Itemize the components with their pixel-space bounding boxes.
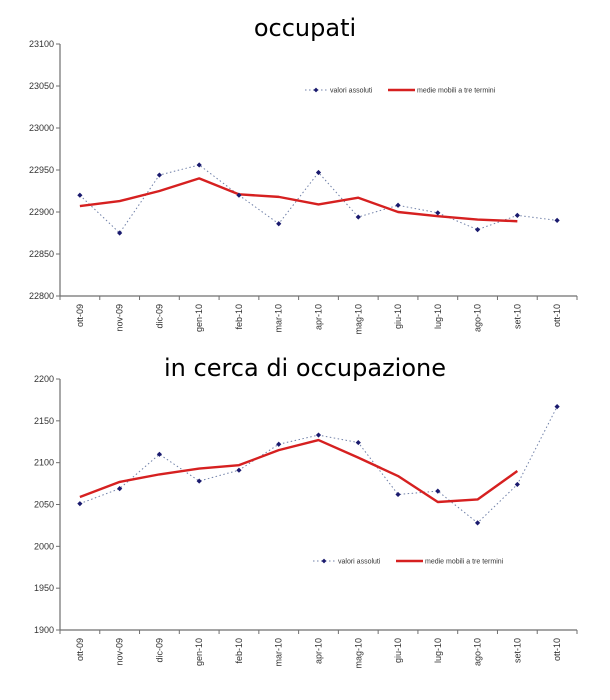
y-tick-label: 2200 [34, 374, 54, 384]
x-tick-label: ago-10 [473, 638, 483, 666]
x-tick-label: mag-10 [353, 304, 363, 335]
x-tick-label: ott-10 [552, 638, 562, 661]
series-valori-assoluti-line [79, 406, 558, 524]
diamond-marker-icon [77, 501, 83, 507]
y-tick-label: 22950 [29, 165, 54, 175]
y-tick-label: 23100 [29, 39, 54, 49]
x-tick-label: feb-10 [234, 638, 244, 664]
axes: 22800 22850 22900 22950 23000 23050 23100 ott-0… [29, 39, 578, 335]
legend-label-valori-assoluti: valori assoluti [338, 559, 381, 566]
x-tick-label: dic-09 [154, 304, 164, 329]
legend-label-medie-mobili: medie mobili a tre termini [417, 88, 496, 95]
diamond-marker-icon [276, 221, 282, 227]
y-tick-label: 2050 [34, 500, 54, 510]
x-tick-label: giu-10 [393, 638, 403, 663]
diamond-marker-icon [196, 162, 202, 168]
x-tick-label: set-10 [512, 638, 522, 663]
diamond-marker-icon [117, 230, 123, 236]
y-tick-label: 23050 [29, 81, 54, 91]
y-tick-label: 1900 [34, 625, 54, 635]
diamond-marker-icon [236, 192, 242, 198]
legend: valori assoluti medie mobili a tre termin… [305, 88, 496, 95]
y-tick-label: 22800 [29, 291, 54, 301]
diamond-marker-icon [514, 212, 520, 218]
diamond-marker-icon [196, 478, 202, 484]
diamond-marker-icon [554, 404, 560, 410]
diamond-marker-icon [554, 217, 560, 223]
chart-occupati: 22800 22850 22900 22950 23000 23050 23100 ott-0… [29, 39, 578, 335]
x-tick-label: nov-09 [115, 638, 125, 666]
series-valori-assoluti-line [79, 164, 558, 234]
legend: valori assoluti medie mobili a tre termin… [313, 559, 504, 566]
y-tick-label: 1950 [34, 583, 54, 593]
x-tick-label: ago-10 [473, 304, 483, 332]
x-tick-label: set-10 [512, 304, 522, 329]
diamond-marker-icon [395, 491, 401, 498]
y-tick-label: 2100 [34, 458, 54, 468]
x-tick-label: nov-09 [115, 304, 125, 332]
diamond-marker-icon [355, 439, 361, 446]
diamond-marker-icon [474, 227, 481, 233]
series-medie-mobili-line [79, 177, 518, 223]
diamond-marker-icon [474, 520, 481, 526]
x-tick-label: ott-09 [75, 638, 85, 661]
legend-label-valori-assoluti: valori assoluti [330, 88, 373, 95]
chart-title-occupati: occupati [253, 14, 357, 42]
x-tick-label: mag-10 [353, 638, 363, 669]
diamond-marker-icon [315, 169, 322, 176]
legend-diamond-icon [313, 87, 319, 93]
x-tick-label: ott-10 [552, 304, 562, 327]
y-tick-label: 22900 [29, 207, 54, 217]
diamond-marker-icon [435, 488, 441, 494]
x-tick-label: gen-10 [194, 304, 204, 332]
diamond-marker-icon [236, 467, 242, 473]
x-tick-label: feb-10 [234, 304, 244, 330]
y-tick-label: 22850 [29, 249, 54, 259]
diamond-marker-icon [355, 214, 361, 220]
diamond-marker-icon [315, 432, 322, 438]
diamond-marker-icon [117, 486, 123, 492]
axes: 1900 1950 2000 2050 2100 2150 2200 ott-09 nov-09… [34, 374, 578, 669]
diamond-marker-icon [435, 210, 441, 216]
x-tick-label: dic-09 [154, 638, 164, 663]
y-tick-label: 23000 [29, 123, 54, 133]
x-tick-label: lug-10 [433, 638, 443, 663]
x-tick-label: lug-10 [433, 304, 443, 329]
x-tick-label: giu-10 [393, 304, 403, 329]
x-tick-label: gen-10 [194, 638, 204, 666]
x-tick-label: mar-10 [274, 638, 284, 667]
chart-in-cerca-di-occupazione: 1900 1950 2000 2050 2100 2150 2200 ott-09 nov-09… [34, 374, 578, 669]
chart-title-in-cerca-di-occupazione: in cerca di occupazione [163, 354, 447, 382]
diamond-marker-icon [276, 441, 282, 447]
y-tick-label: 2150 [34, 416, 54, 426]
x-tick-label: apr-10 [314, 304, 324, 330]
diamond-marker-icon [395, 202, 401, 208]
x-tick-label: mar-10 [274, 304, 284, 333]
legend-label-medie-mobili: medie mobili a tre termini [425, 559, 504, 566]
x-tick-label: ott-09 [75, 304, 85, 327]
diamond-marker-icon [77, 192, 83, 198]
x-tick-label: apr-10 [314, 638, 324, 664]
series-medie-mobili-line [79, 438, 519, 504]
diamond-marker-icon [514, 481, 520, 488]
diamond-marker-icon [156, 172, 163, 178]
y-tick-label: 2000 [34, 541, 54, 551]
legend-diamond-icon [321, 558, 327, 564]
